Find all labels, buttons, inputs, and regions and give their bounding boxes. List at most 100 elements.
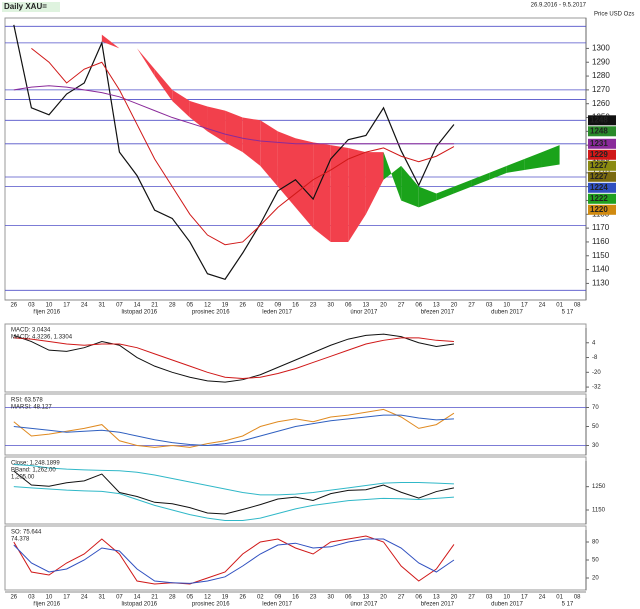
y-tick-label: 1130 [592, 279, 610, 288]
x-tick-label: 31 [98, 595, 105, 601]
price-tag [588, 149, 616, 160]
x-tick-label: 23 [310, 595, 317, 601]
month-label: duben 2017 [491, 602, 523, 608]
month-label: listopad 2016 [121, 602, 157, 608]
x-tick-label: 26 [239, 303, 246, 309]
legend-entry: MACD: 3.0434 [11, 328, 51, 334]
cloud [172, 89, 190, 118]
cloud [313, 142, 331, 242]
x-tick-label: 24 [539, 595, 546, 601]
x-tick-label: 27 [468, 303, 475, 309]
x-tick-label: 19 [222, 595, 229, 601]
y-tick-label: 1160 [592, 237, 610, 246]
y-tick-label: 80 [592, 540, 599, 546]
legend-entry: RSI: 63.578 [11, 398, 43, 404]
x-tick-label: 13 [363, 303, 370, 309]
legend-entry: 1,205.00 [11, 475, 35, 481]
price-tag-label: 1231 [590, 139, 608, 148]
series-line [13, 85, 454, 145]
month-label: říjen 2016 [33, 310, 60, 316]
cloud [189, 100, 208, 132]
x-tick-label: 20 [380, 303, 387, 309]
price-tag-label: 1227 [590, 161, 608, 170]
cloud [418, 186, 437, 208]
x-tick-label: 23 [310, 303, 317, 309]
price-tag-label: 1229 [590, 150, 608, 159]
y-tick-label: 4 [592, 340, 596, 346]
y-tick-label: -8 [592, 355, 598, 361]
x-tick-label: 26 [239, 595, 246, 601]
x-tick-label: 27 [398, 303, 405, 309]
price-tag-label: 1224 [590, 183, 608, 192]
cloud [524, 152, 542, 171]
x-tick-label: 26 [10, 303, 17, 309]
x-tick-label: 19 [222, 303, 229, 309]
x-tick-label: 01 [556, 595, 563, 601]
month-label: únor 2017 [350, 310, 378, 316]
y-tick-label: 1290 [592, 57, 610, 66]
x-tick-label: 03 [486, 303, 493, 309]
series-line [13, 333, 455, 383]
price-tag [588, 115, 616, 126]
y-tick-label: 20 [592, 576, 599, 582]
cloud [436, 186, 454, 201]
date-range: 26.9.2016 - 9.5.2017 [531, 3, 587, 9]
x-tick-label: 20 [451, 303, 458, 309]
legend-entry: MACD: 4.3236, 1.3304 [11, 335, 73, 341]
series-line [13, 470, 455, 515]
series-line [13, 414, 454, 447]
cloud [541, 145, 560, 168]
x-tick-label: 12 [204, 303, 211, 309]
chart-title: Daily XAU= [4, 2, 47, 11]
x-tick-label: 03 [486, 595, 493, 601]
x-tick-label: 06 [415, 595, 422, 601]
series-line [13, 535, 455, 585]
series-line [13, 24, 455, 280]
y-tick-label: 1150 [592, 251, 610, 260]
x-tick-label: 05 [187, 303, 194, 309]
x-tick-label: 26 [10, 595, 17, 601]
x-tick-label: 07 [116, 595, 123, 601]
title-box [2, 2, 60, 12]
cloud [207, 106, 226, 143]
price-tag [588, 182, 616, 193]
series-line [13, 538, 455, 584]
x-tick-label: 09 [275, 595, 282, 601]
axis-label: Price USD Ozs [594, 12, 634, 18]
cloud [295, 138, 314, 229]
x-tick-label: 24 [81, 595, 88, 601]
x-tick-label: 07 [116, 303, 123, 309]
x-tick-label: 03 [28, 303, 35, 309]
x-tick-label: 16 [292, 303, 299, 309]
series-line [13, 337, 454, 379]
legend-entry: Close: 1,248.1899 [11, 461, 60, 467]
x-tick-label: 20 [380, 595, 387, 601]
month-label: duben 2017 [491, 310, 523, 316]
y-tick-label: -20 [592, 370, 601, 376]
price-tag [588, 193, 616, 204]
cloud [242, 117, 261, 166]
x-tick-label: 17 [521, 303, 528, 309]
x-tick-label: 24 [81, 303, 88, 309]
y-tick-label: 50 [592, 424, 599, 430]
y-tick-label: 30 [592, 443, 599, 449]
x-tick-label: 17 [521, 595, 528, 601]
cloud [453, 179, 472, 194]
series-line [13, 486, 454, 521]
x-tick-label: 28 [169, 303, 176, 309]
price-tag-label: 1227 [590, 172, 608, 181]
price-tag-label: 1248 [590, 126, 608, 135]
y-tick-label: -32 [592, 385, 601, 391]
y-tick-label: 1280 [592, 71, 610, 80]
price-tag [588, 204, 616, 215]
price-tag-label: 1248 [590, 115, 608, 124]
price-tag [588, 126, 616, 137]
x-tick-label: 14 [134, 303, 141, 309]
x-tick-label: 10 [503, 303, 510, 309]
x-tick-label: 24 [539, 303, 546, 309]
x-tick-label: 27 [468, 595, 475, 601]
month-label: únor 2017 [350, 602, 378, 608]
cloud [471, 172, 490, 187]
legend-entry: BBand: 1,262.00 [11, 468, 56, 474]
